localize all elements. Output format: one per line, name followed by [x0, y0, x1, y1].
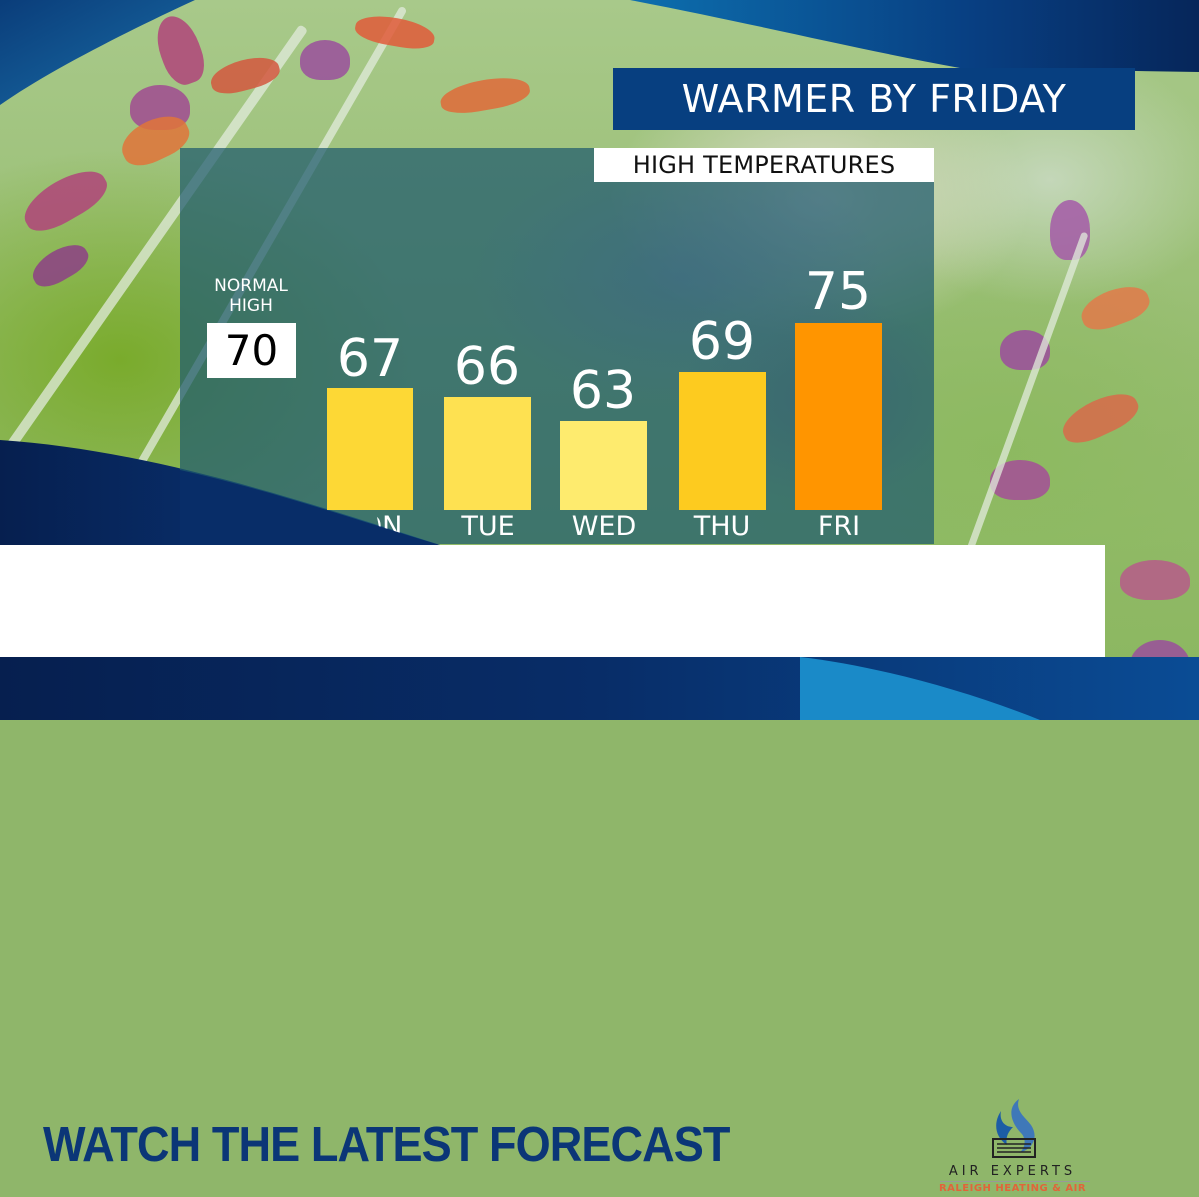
- flower-petal: [1050, 200, 1090, 260]
- bar-tue: [444, 397, 531, 510]
- flower-petal: [300, 40, 350, 80]
- flower-petal: [26, 237, 94, 293]
- normal-high-label: NORMAL HIGH: [195, 276, 307, 316]
- flower-petal: [16, 160, 114, 240]
- day-label-tue: TUE: [461, 511, 515, 542]
- swoosh-overlap: [180, 470, 440, 545]
- bar-mon: [327, 388, 413, 510]
- bar-fri: [795, 323, 882, 510]
- top-swoosh-decoration: [0, 0, 1199, 105]
- bar-thu: [679, 372, 766, 510]
- normal-high-label-line1: NORMAL: [214, 276, 288, 296]
- bar-value-thu: 69: [688, 312, 756, 372]
- headline-title: WARMER BY FRIDAY: [681, 77, 1067, 121]
- watch-forecast-link[interactable]: WATCH THE LATEST FORECAST: [43, 1118, 730, 1172]
- sponsor-name: AIR EXPERTS: [948, 1164, 1077, 1179]
- sponsor-divider: [940, 1181, 1090, 1182]
- sponsor-tagline: RALEIGH HEATING & AIR: [938, 1183, 1087, 1194]
- bar-value-mon: 67: [336, 329, 404, 389]
- chart-subtitle: HIGH TEMPERATURES: [632, 151, 896, 179]
- flower-petal: [1120, 560, 1190, 600]
- forecast-banner[interactable]: WATCH THE LATEST FORECAST AIR EXPERTS RA…: [0, 545, 1105, 1194]
- bar-value-wed: 63: [569, 361, 637, 421]
- flower-petal: [1076, 279, 1154, 336]
- chart-subtitle-box: HIGH TEMPERATURES: [594, 148, 934, 182]
- bar-value-fri: 75: [804, 262, 872, 322]
- day-label-wed: WED: [571, 511, 637, 542]
- normal-high-box: 70: [207, 323, 296, 378]
- day-label-fri: FRI: [817, 511, 861, 542]
- headline-box: WARMER BY FRIDAY: [613, 68, 1135, 130]
- normal-high-label-line2: HIGH: [229, 296, 273, 316]
- day-label-thu: THU: [693, 511, 751, 542]
- bar-value-tue: 66: [453, 337, 521, 397]
- bar-wed: [560, 421, 647, 510]
- sponsor-logo[interactable]: AIR EXPERTS RALEIGH HEATING & AIR: [930, 1097, 1095, 1197]
- normal-high-value: 70: [224, 326, 279, 375]
- flame-vent-icon: [992, 1099, 1036, 1158]
